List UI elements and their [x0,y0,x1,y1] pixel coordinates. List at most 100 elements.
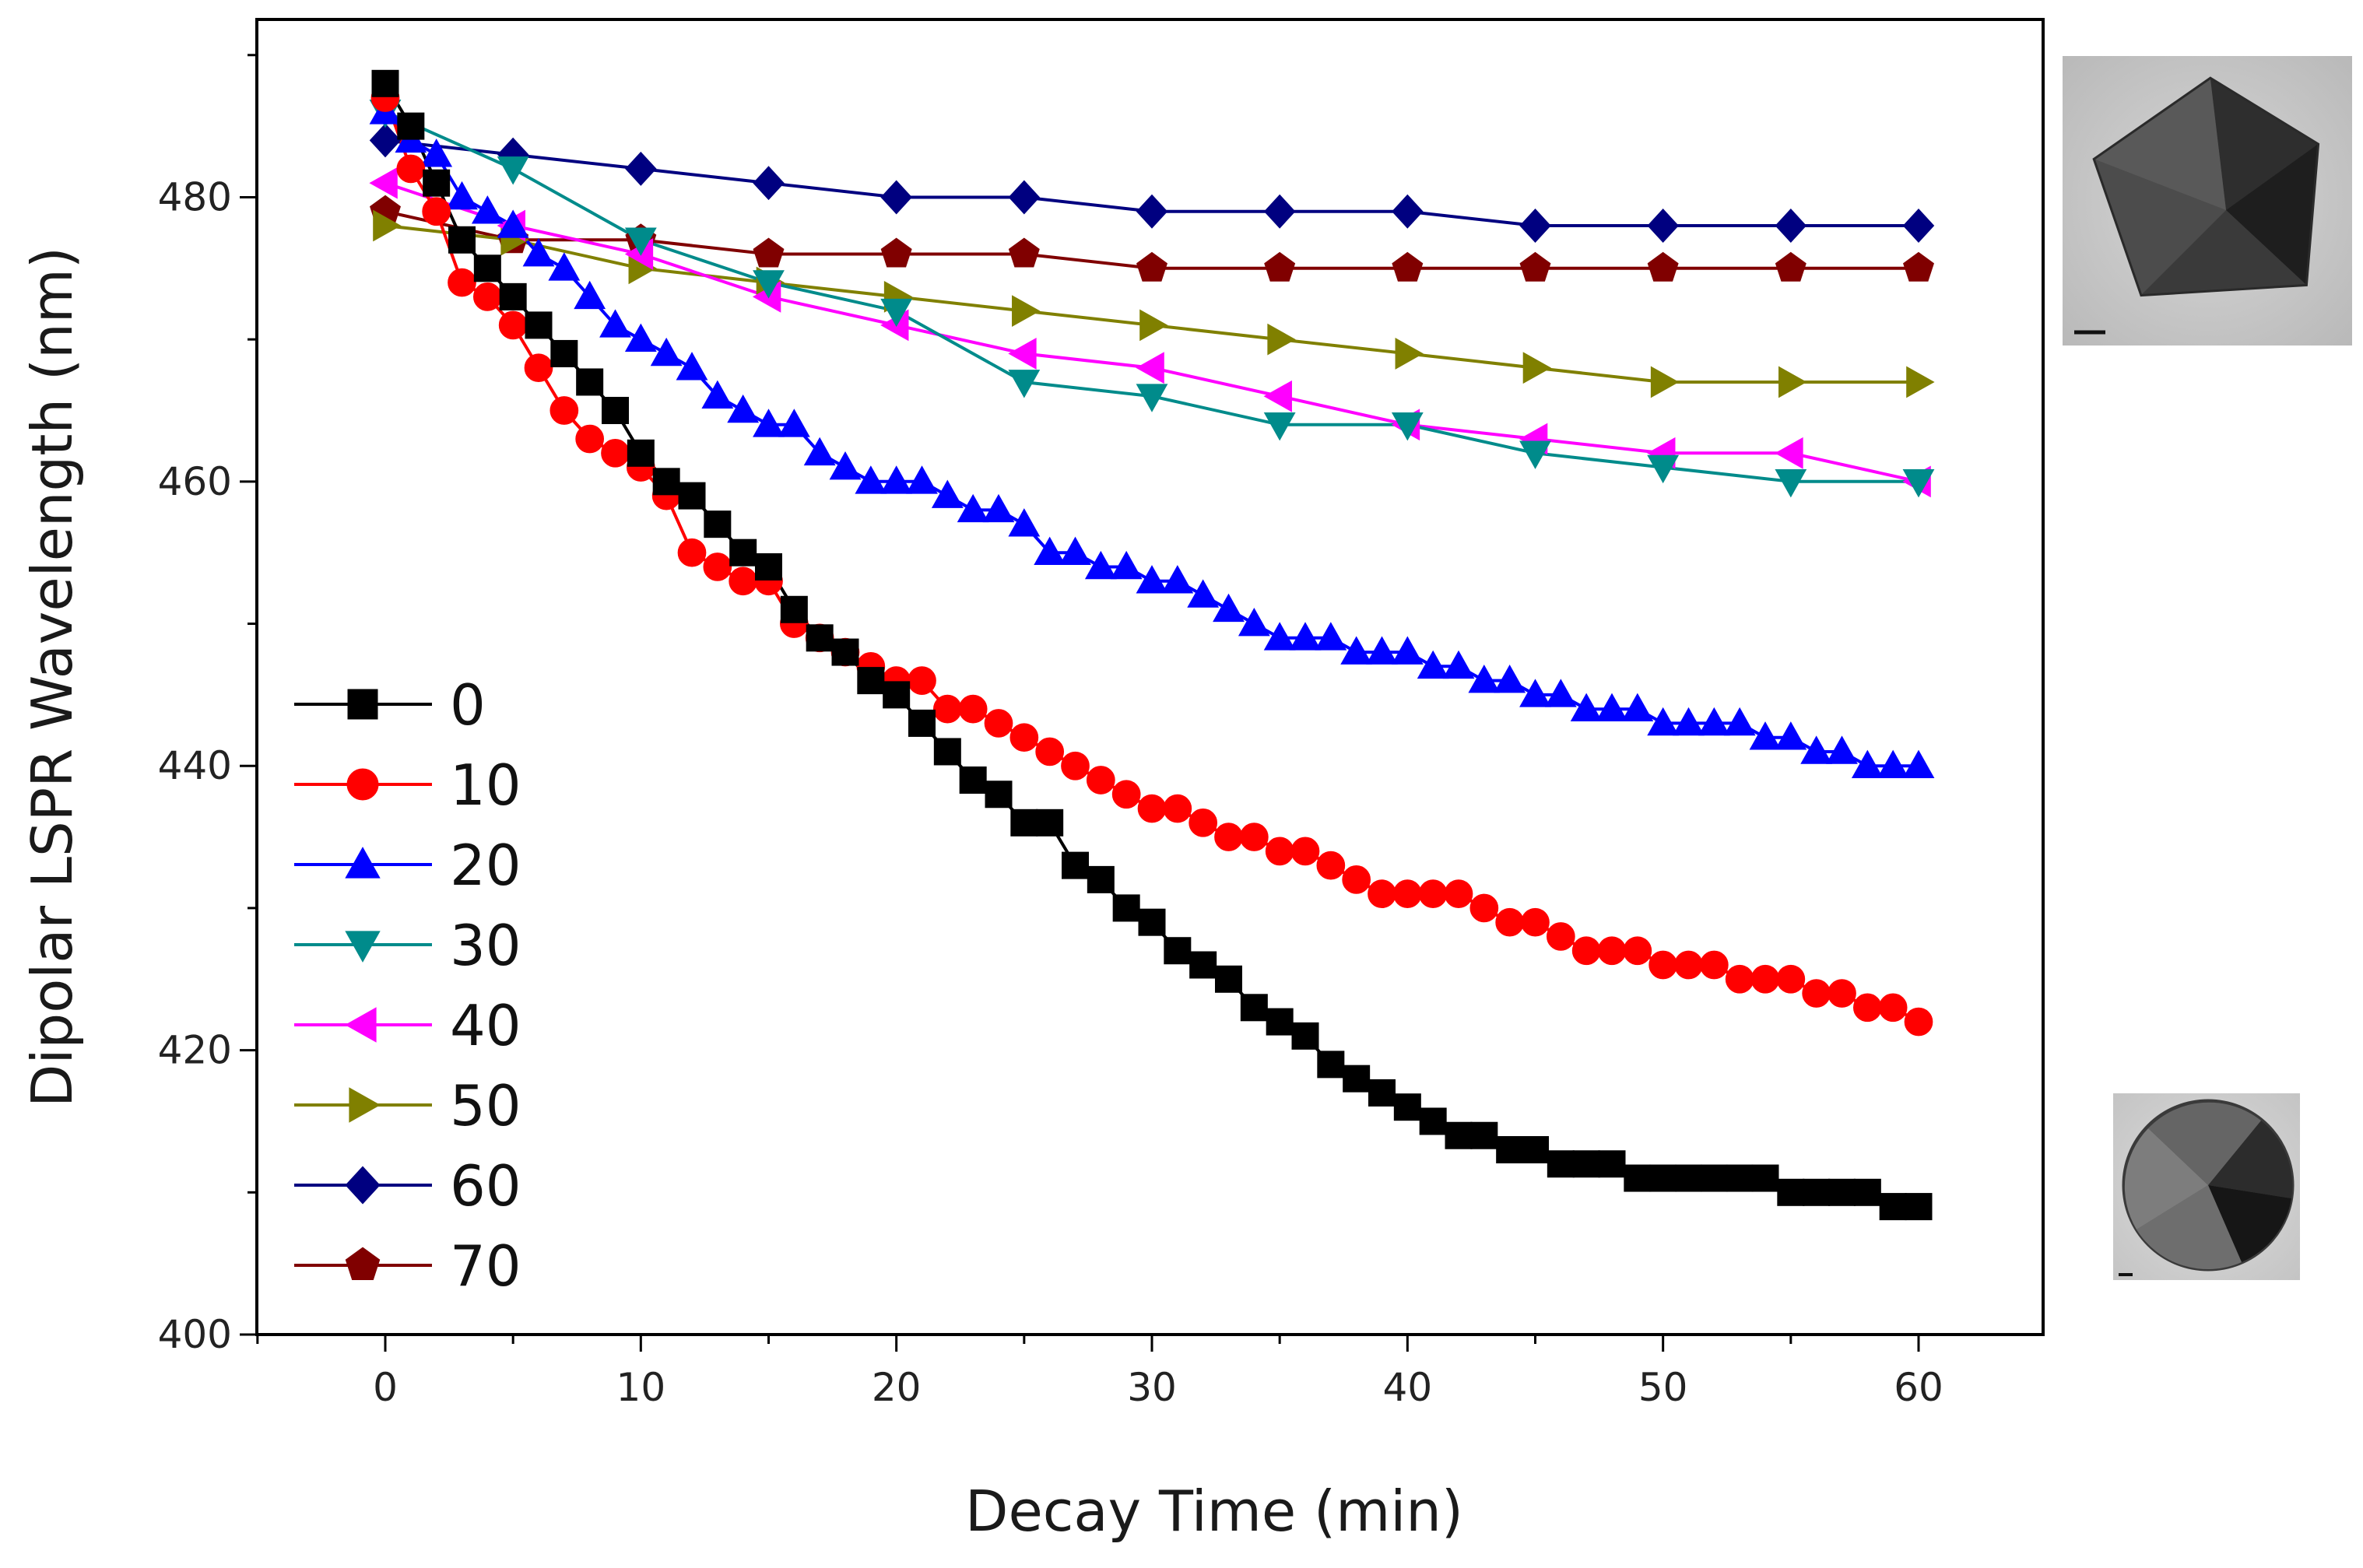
data-point-0 [627,439,655,467]
data-point-10 [677,538,707,567]
data-point-0 [1240,994,1268,1022]
data-point-10 [908,666,936,695]
data-point-0 [1343,1065,1371,1093]
axis-ticks [240,54,1920,1352]
data-point-20 [599,309,631,338]
data-point-70 [1264,251,1296,282]
data-point-0 [1445,1121,1473,1149]
data-point-20 [1417,650,1449,679]
data-point-0 [959,766,987,794]
data-point-10 [1111,780,1141,809]
data-point-0 [1649,1164,1677,1192]
data-point-0 [1062,851,1089,879]
data-point-20 [1238,607,1270,637]
x-tick-label: 20 [872,1365,922,1410]
data-point-20 [1315,622,1347,651]
data-point-20 [1213,593,1245,623]
legend-marker [349,1087,381,1123]
data-point-20 [574,280,606,310]
data-point-20 [906,465,938,494]
x-tick-label: 40 [1383,1365,1433,1410]
data-point-10 [1878,993,1908,1023]
data-point-20 [1877,749,1909,779]
legend-marker [345,847,381,879]
legend-label: 10 [450,752,521,818]
data-point-10 [1368,879,1396,909]
legend-label: 40 [450,993,521,1058]
data-point-10 [1061,751,1090,780]
data-point-20 [497,209,529,238]
data-point-20 [1084,550,1117,580]
data-point-20 [1775,721,1807,750]
data-point-0 [1036,809,1064,837]
data-point-0 [883,681,911,709]
data-point-0 [1112,894,1140,922]
data-point-20 [420,139,453,167]
data-point-10 [498,310,528,340]
data-point-0 [473,254,501,282]
data-point-50 [373,209,402,242]
data-point-20 [1800,735,1833,764]
y-tick-label: 400 [158,1312,232,1357]
data-point-0 [1215,965,1242,993]
legend-marker [345,1166,381,1205]
data-point-0 [1777,1178,1805,1206]
legend-marker [347,689,378,720]
pentagon-nanoparticle-image [2063,56,2352,346]
data-point-10 [1265,837,1294,866]
data-point-0 [678,482,706,510]
data-point-0 [1164,937,1192,965]
data-point-10 [1086,766,1115,795]
data-point-0 [1598,1150,1626,1178]
data-point-10 [729,567,758,596]
data-point-60 [1263,194,1296,229]
data-point-10 [1776,964,1806,994]
data-point-20 [829,451,862,480]
data-point-40 [1008,338,1037,370]
data-point-0 [499,282,527,310]
data-point-20 [446,181,478,210]
data-point-0 [729,538,757,567]
legend-marker [345,1247,381,1280]
x-axis-title: Decay Time (min) [965,1479,1463,1544]
data-point-20 [1570,693,1603,721]
series-line-10 [384,96,1919,1023]
data-point-20 [1902,749,1935,779]
data-point-0 [371,69,399,97]
data-point-60 [625,151,657,186]
data-point-20 [1826,735,1858,764]
data-point-20 [1673,707,1705,736]
data-point-40 [1136,352,1164,384]
data-point-0 [985,780,1013,809]
data-point-10 [1904,1007,1933,1037]
data-point-20 [471,195,504,224]
data-point-10 [1495,907,1525,937]
data-point-30 [880,298,913,328]
data-point-0 [1803,1178,1831,1206]
data-point-0 [908,709,936,737]
data-point-0 [1010,809,1038,837]
data-point-0 [1700,1164,1728,1192]
data-point-50 [1267,323,1296,356]
data-point-20 [880,465,913,494]
data-point-50 [1139,309,1168,342]
data-point-0 [1368,1079,1396,1107]
data-point-0 [1317,1051,1345,1079]
data-point-10 [1571,936,1601,966]
data-point-20 [548,252,581,281]
data-point-0 [1266,1008,1294,1036]
data-point-60 [1902,209,1935,243]
data-point-10 [1699,950,1729,980]
data-point-0 [550,339,578,367]
data-point-10 [448,268,476,297]
data-point-0 [1522,1136,1549,1163]
data-point-20 [1008,508,1041,537]
data-point-10 [703,552,732,581]
legend-label: 60 [450,1153,521,1219]
data-point-60 [753,166,785,201]
data-point-20 [1723,707,1756,736]
data-point-10 [1342,865,1371,894]
data-point-30 [497,156,529,185]
data-point-0 [806,624,834,652]
data-point-20 [982,493,1015,523]
